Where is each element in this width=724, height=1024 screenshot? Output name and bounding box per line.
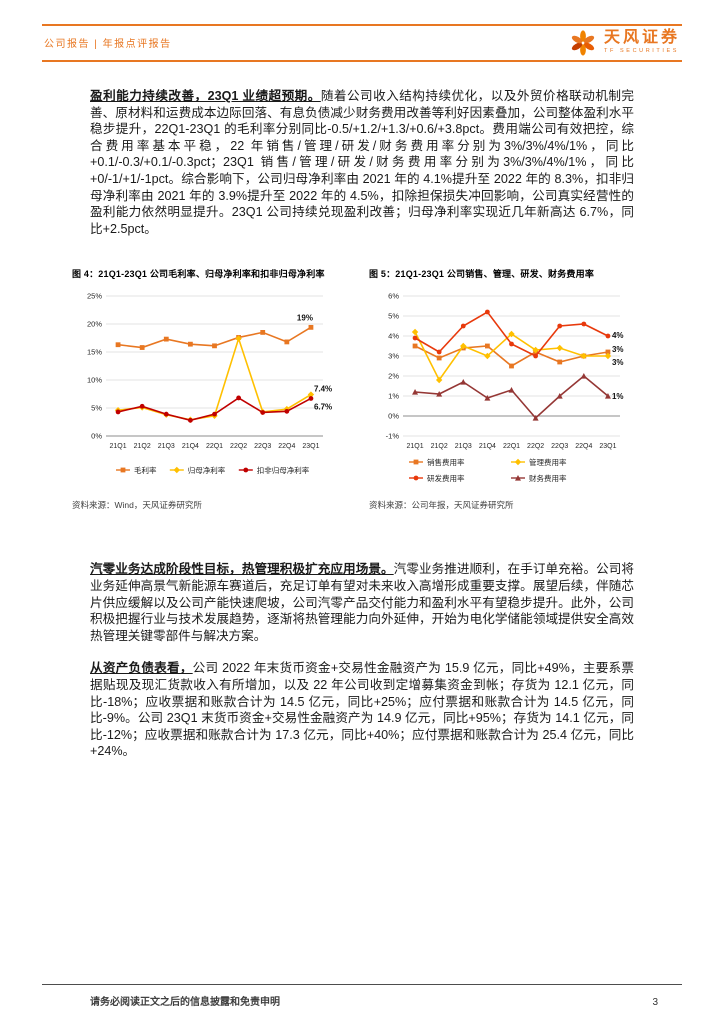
paragraph-lead: 从资产负债表看， <box>90 661 193 676</box>
figure-5-title: 图 5：21Q1-23Q1 公司销售、管理、研发、财务费用率 <box>369 269 595 280</box>
svg-text:4%: 4% <box>388 332 399 341</box>
svg-text:毛利率: 毛利率 <box>134 465 157 475</box>
svg-text:5%: 5% <box>91 404 102 413</box>
svg-text:23Q1: 23Q1 <box>599 443 616 450</box>
svg-text:-1%: -1% <box>386 432 400 441</box>
paragraph-text: 随着公司收入结构持续优化，以及外贸价格联动机制完善、原材料和运费成本边际回落、有… <box>90 89 635 236</box>
svg-text:6%: 6% <box>388 292 399 301</box>
svg-text:21Q1: 21Q1 <box>406 443 423 450</box>
header-bottom-rule <box>42 59 682 62</box>
paragraph-balance-sheet: 从资产负债表看，公司 2022 年末货币资金+交易性金融资产为 15.9 亿元，… <box>90 660 634 760</box>
svg-text:21Q1: 21Q1 <box>109 443 126 450</box>
svg-text:22Q3: 22Q3 <box>254 443 271 450</box>
svg-text:3%: 3% <box>388 352 399 361</box>
svg-text:22Q4: 22Q4 <box>278 443 295 450</box>
svg-text:6.7%: 6.7% <box>314 403 332 412</box>
svg-text:销售费用率: 销售费用率 <box>427 457 465 467</box>
svg-text:25%: 25% <box>87 292 102 301</box>
figure-5: 图 5：21Q1-23Q1 公司销售、管理、研发、财务费用率 -1% 0% 1% 2%… <box>369 267 652 511</box>
svg-text:22Q4: 22Q4 <box>575 443 592 450</box>
paragraph-text: 公司 2022 年末货币资金+交易性金融资产为 15.9 亿元，同比+49%，主… <box>90 661 634 759</box>
svg-text:21Q4: 21Q4 <box>182 443 199 450</box>
expense-rates-chart: -1% 0% 1% 2% 3% 4% 5% 6% 21Q1 21Q2 21Q3 21Q4 22Q1 22Q… <box>369 286 652 490</box>
svg-text:0%: 0% <box>91 432 102 441</box>
svg-text:0%: 0% <box>388 412 399 421</box>
brand-name: 天风证券 <box>603 29 680 47</box>
svg-text:15%: 15% <box>87 348 102 357</box>
svg-text:22Q1: 22Q1 <box>503 443 520 450</box>
paragraph-profitability: 盈利能力持续改善，23Q1 业绩超预期。随着公司收入结构持续优化，以及外贸价格联… <box>90 88 634 237</box>
paragraph-lead: 汽零业务达成阶段性目标，热管理积极扩充应用场景。 <box>90 562 394 577</box>
page-footer: 请务必阅读正文之后的信息披露和免责申明 3 <box>42 984 682 1008</box>
figure-5-source: 资料来源：公司年报，天风证券研究所 <box>369 500 514 511</box>
svg-text:1%: 1% <box>388 392 399 401</box>
svg-text:1%: 1% <box>612 392 624 401</box>
svg-text:研发费用率: 研发费用率 <box>427 473 465 483</box>
svg-text:7.4%: 7.4% <box>314 385 332 394</box>
paragraph-text: 汽零业务推进顺利，在手订单充裕。公司将业务延伸高景气新能源车赛道后，充足订单有望… <box>90 562 635 643</box>
report-type-label: 公司报告 | 年报点评报告 <box>44 39 172 50</box>
svg-text:管理费用率: 管理费用率 <box>529 457 567 467</box>
svg-text:22Q3: 22Q3 <box>551 443 568 450</box>
svg-text:3%: 3% <box>612 358 624 367</box>
report-body: 盈利能力持续改善，23Q1 业绩超预期。随着公司收入结构持续优化，以及外贸价格联… <box>72 88 652 760</box>
figure-4-title: 图 4：21Q1-23Q1 公司毛利率、归母净利率和扣非归母净利率 <box>72 269 325 280</box>
margin-rates-chart: 0% 5% 10% 15% 20% 25% 21Q1 21Q2 21Q3 21Q4 22Q1 22Q2… <box>72 286 355 490</box>
paragraph-auto-parts: 汽零业务达成阶段性目标，热管理积极扩充应用场景。汽零业务推进顺利，在手订单充裕。… <box>90 561 634 644</box>
brand-logo: 天风证券 TF SECURITIES <box>569 29 680 57</box>
svg-text:21Q4: 21Q4 <box>479 443 496 450</box>
svg-text:21Q2: 21Q2 <box>134 443 151 450</box>
svg-text:21Q3: 21Q3 <box>455 443 472 450</box>
svg-text:23Q1: 23Q1 <box>302 443 319 450</box>
svg-text:22Q2: 22Q2 <box>230 443 247 450</box>
figure-4-source: 资料来源：Wind，天风证券研究所 <box>72 500 202 511</box>
tf-flower-icon <box>571 29 595 56</box>
svg-text:21Q2: 21Q2 <box>431 443 448 450</box>
svg-text:22Q2: 22Q2 <box>527 443 544 450</box>
svg-text:4%: 4% <box>612 331 624 340</box>
svg-text:5%: 5% <box>388 312 399 321</box>
svg-text:20%: 20% <box>87 320 102 329</box>
page-header: 公司报告 | 年报点评报告 天风证券 TF SECURITIES <box>42 24 682 62</box>
figures-row: 图 4：21Q1-23Q1 公司毛利率、归母净利率和扣非归母净利率 0% 5% 10… <box>72 267 652 511</box>
svg-text:21Q3: 21Q3 <box>158 443 175 450</box>
svg-text:归母净利率: 归母净利率 <box>188 465 226 475</box>
svg-text:扣非归母净利率: 扣非归母净利率 <box>257 465 310 475</box>
svg-text:财务费用率: 财务费用率 <box>529 473 567 483</box>
svg-text:2%: 2% <box>388 372 399 381</box>
brand-subtitle: TF SECURITIES <box>603 48 680 55</box>
svg-text:22Q1: 22Q1 <box>206 443 223 450</box>
header-top-rule <box>42 24 682 26</box>
footer-disclaimer: 请务必阅读正文之后的信息披露和免责申明 <box>90 997 280 1008</box>
paragraph-lead: 盈利能力持续改善，23Q1 业绩超预期。 <box>90 89 321 103</box>
svg-text:3%: 3% <box>612 345 624 354</box>
svg-text:10%: 10% <box>87 376 102 385</box>
figure-4: 图 4：21Q1-23Q1 公司毛利率、归母净利率和扣非归母净利率 0% 5% 10… <box>72 267 355 511</box>
svg-text:19%: 19% <box>297 314 313 323</box>
page-number: 3 <box>652 997 658 1008</box>
